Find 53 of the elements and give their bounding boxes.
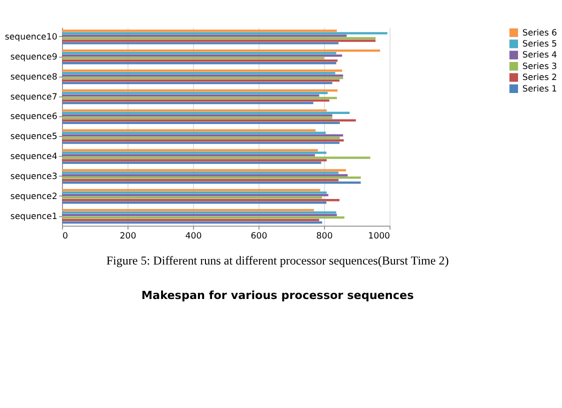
bar bbox=[62, 159, 327, 162]
y-tick-label: sequence1 bbox=[10, 212, 58, 222]
y-tick-label: sequence4 bbox=[10, 152, 58, 162]
bar bbox=[62, 174, 348, 176]
bar bbox=[62, 30, 337, 32]
bar bbox=[62, 32, 388, 34]
bar bbox=[62, 152, 326, 154]
text: Makespan for various processor sequences bbox=[141, 289, 414, 302]
bar bbox=[62, 40, 376, 42]
bar bbox=[62, 154, 315, 156]
bar bbox=[62, 132, 326, 134]
bar bbox=[62, 156, 370, 159]
bar bbox=[62, 162, 322, 164]
y-tick-label: sequence3 bbox=[10, 172, 58, 182]
bar bbox=[62, 129, 316, 132]
legend-label: Series 3 bbox=[522, 62, 558, 72]
bar bbox=[62, 176, 361, 179]
bar bbox=[62, 189, 320, 192]
y-tick-label: sequence10 bbox=[4, 32, 58, 43]
x-tick-label: 800 bbox=[316, 231, 333, 242]
y-tick-label: sequence6 bbox=[10, 112, 58, 122]
bar bbox=[62, 172, 339, 174]
bar bbox=[62, 54, 342, 57]
legend-label: Series 5 bbox=[522, 39, 558, 50]
x-tick-label: 1000 bbox=[368, 231, 390, 242]
legend-label: Series 6 bbox=[522, 28, 558, 38]
y-tick-label: sequence7 bbox=[10, 92, 58, 102]
legend-label: Series 1 bbox=[522, 84, 558, 94]
y-tick-label: sequence8 bbox=[10, 72, 58, 82]
bar bbox=[62, 179, 339, 182]
bar bbox=[62, 134, 344, 136]
y-tick-label: sequence9 bbox=[10, 52, 58, 62]
bar bbox=[62, 149, 318, 152]
x-tick-label: 0 bbox=[62, 231, 68, 242]
bar bbox=[62, 37, 376, 40]
bar bbox=[62, 34, 347, 37]
x-tick-label: 400 bbox=[185, 231, 202, 242]
bar bbox=[62, 142, 340, 144]
caption: Figure 5: Different runs at different processor sequences(Burst Time 2) bbox=[106, 254, 449, 268]
bar bbox=[62, 169, 346, 172]
bar bbox=[62, 42, 339, 44]
bar bbox=[62, 57, 324, 60]
x-tick-label: 600 bbox=[250, 231, 268, 242]
bar bbox=[62, 139, 344, 142]
bar bbox=[62, 52, 336, 54]
y-tick-label: sequence5 bbox=[10, 132, 58, 142]
bar bbox=[62, 182, 361, 184]
legend-label: Series 4 bbox=[522, 50, 558, 61]
y-tick-label: sequence2 bbox=[10, 192, 58, 202]
bar bbox=[62, 50, 380, 52]
x-tick-label: 200 bbox=[120, 231, 136, 242]
bar bbox=[62, 136, 340, 139]
legend-label: Series 2 bbox=[522, 73, 558, 84]
